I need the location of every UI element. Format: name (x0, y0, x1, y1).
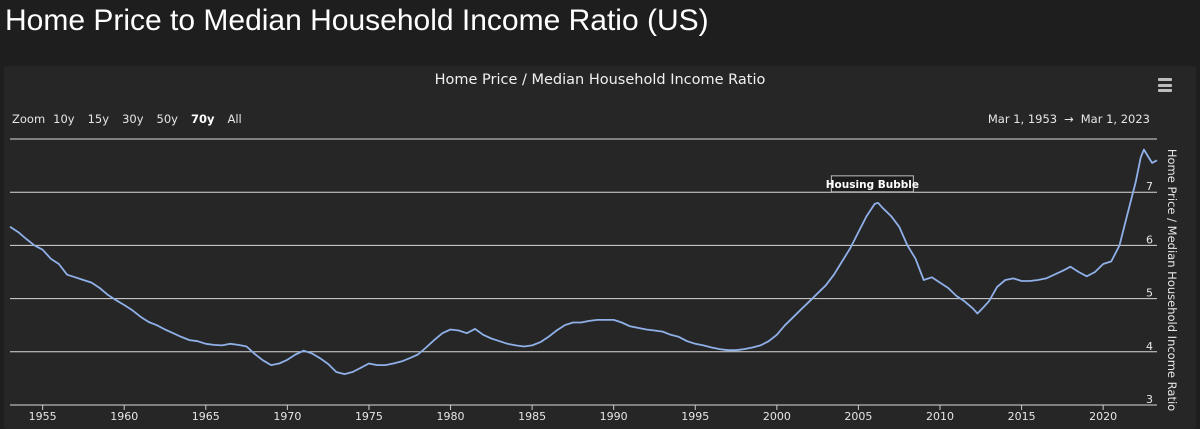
page-title: Home Price to Median Household Income Ra… (5, 4, 709, 37)
zoom-button-all[interactable]: All (227, 112, 242, 126)
zoom-button-15y[interactable]: 15y (87, 112, 110, 126)
annotation-label: Housing Bubble (826, 179, 919, 191)
y-tick-label-7: 7 (1146, 180, 1153, 193)
x-tick-label-1990: 1990 (600, 410, 628, 423)
range-arrow-icon: → (1064, 112, 1074, 126)
x-tick-label-2010: 2010 (926, 410, 954, 423)
chart-title: Home Price / Median Household Income Rat… (434, 72, 766, 88)
y-tick-label-5: 5 (1146, 287, 1153, 300)
hamburger-menu-icon[interactable] (1158, 78, 1172, 92)
x-tick-label-1970: 1970 (273, 410, 301, 423)
y-tick-label-3: 3 (1146, 393, 1153, 406)
series-line (9, 148, 1158, 376)
x-tick-label-1985: 1985 (518, 410, 546, 423)
x-tick-label-1955: 1955 (29, 410, 57, 423)
zoom-button-10y[interactable]: 10y (53, 112, 75, 126)
chart-panel: Home Price / Median Household Income Rat… (4, 66, 1196, 429)
annotation-housing-bubble: Housing Bubble (826, 175, 919, 193)
zoom-selector: Zoom 10y 15y 30y 50y 70y All (12, 112, 255, 126)
x-tick-label-1995: 1995 (681, 410, 709, 423)
zoom-button-70y[interactable]: 70y (190, 112, 215, 126)
range-start-date[interactable]: Mar 1, 1953 (987, 112, 1058, 126)
y-tick-label-4: 4 (1146, 340, 1153, 353)
zoom-button-50y[interactable]: 50y (156, 112, 178, 126)
x-tick-label-1960: 1960 (110, 410, 138, 423)
y-tick-label-6: 6 (1146, 233, 1153, 246)
zoom-button-30y[interactable]: 30y (122, 112, 144, 126)
x-tick-label-2020: 2020 (1089, 410, 1117, 423)
x-tick-label-2015: 2015 (1008, 410, 1036, 423)
range-end-date[interactable]: Mar 1, 2023 (1080, 112, 1150, 126)
x-tick-label-1965: 1965 (192, 410, 220, 423)
x-tick-label-2000: 2000 (763, 410, 791, 423)
zoom-label: Zoom (12, 112, 46, 126)
date-range: Mar 1, 1953 → Mar 1, 2023 (988, 112, 1150, 126)
x-tick-label-1975: 1975 (355, 410, 383, 423)
annotation-box (830, 175, 914, 193)
x-tick-label-2005: 2005 (844, 410, 872, 423)
x-tick-label-1980: 1980 (437, 410, 465, 423)
y-axis-title: Home Price / Median Household Income Rat… (1165, 149, 1179, 411)
